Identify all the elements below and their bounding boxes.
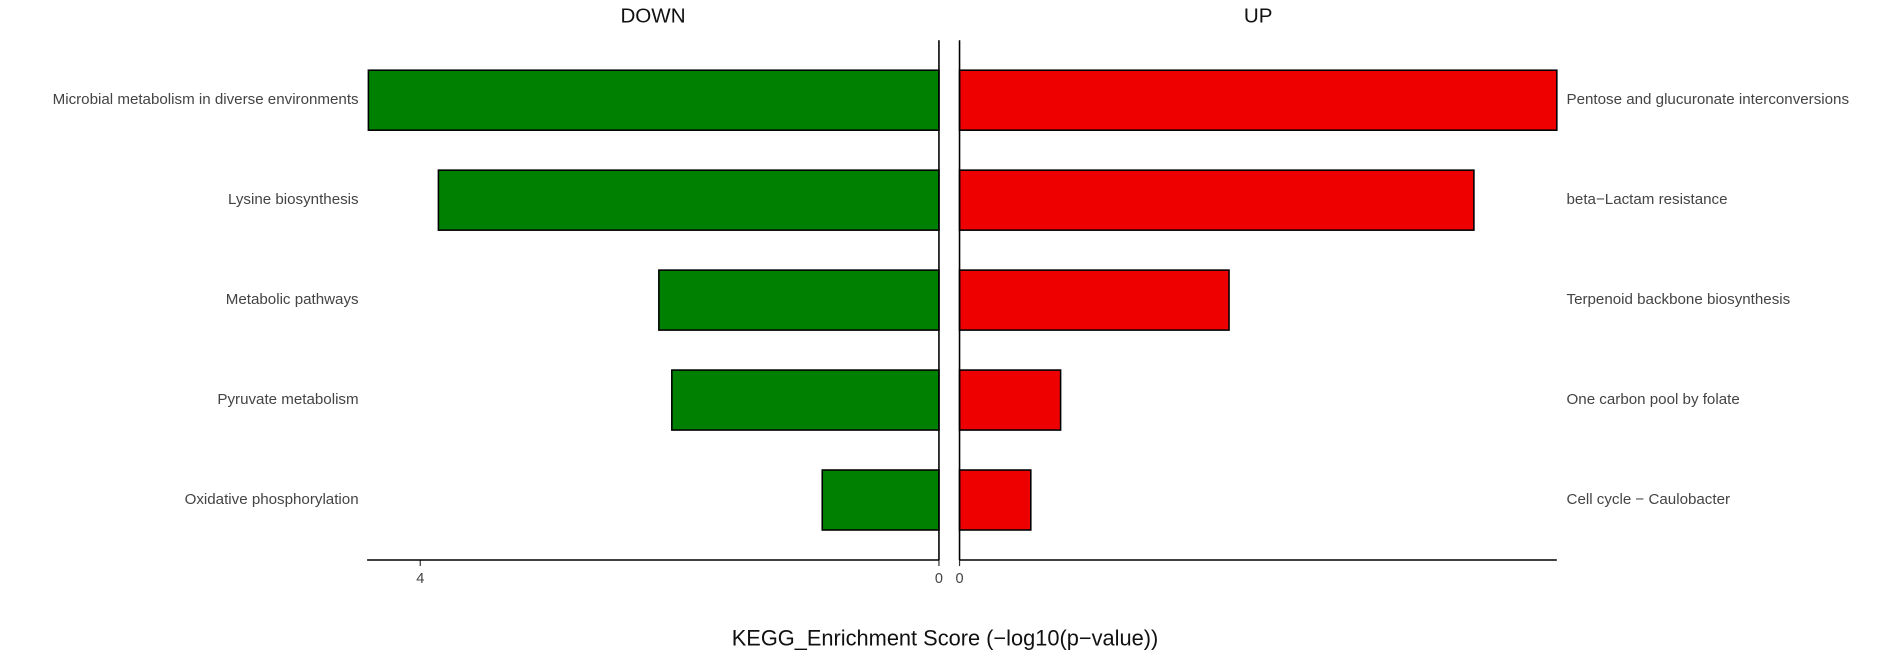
bar xyxy=(437,169,940,231)
category-label: Oxidative phosphorylation xyxy=(185,491,359,508)
category-label: Metabolic pathways xyxy=(226,291,359,308)
category-label: beta−Lactam resistance xyxy=(1567,191,1728,208)
bar xyxy=(958,269,1230,331)
category-label: Pyruvate metabolism xyxy=(217,391,358,408)
axis-title: KEGG_Enrichment Score (−log10(p−value)) xyxy=(732,626,1158,651)
bar xyxy=(671,369,940,431)
bar xyxy=(658,269,940,331)
bar xyxy=(958,169,1475,231)
category-label: Lysine biosynthesis xyxy=(228,191,359,208)
panel-title: UP xyxy=(1244,5,1273,28)
bar xyxy=(821,469,940,531)
x-tick-label: 0 xyxy=(955,571,963,587)
bar xyxy=(367,69,940,131)
x-tick-label: 4 xyxy=(416,571,424,587)
category-label: Pentose and glucuronate interconversions xyxy=(1567,91,1850,108)
category-label: Terpenoid backbone biosynthesis xyxy=(1567,291,1791,308)
bar xyxy=(958,69,1558,131)
bar xyxy=(958,369,1062,431)
x-tick-label: 0 xyxy=(935,571,943,587)
bar xyxy=(958,469,1032,531)
panel-title: DOWN xyxy=(620,5,685,28)
category-label: One carbon pool by folate xyxy=(1567,391,1740,408)
category-label: Microbial metabolism in diverse environm… xyxy=(53,91,359,108)
category-label: Cell cycle − Caulobacter xyxy=(1567,491,1731,508)
